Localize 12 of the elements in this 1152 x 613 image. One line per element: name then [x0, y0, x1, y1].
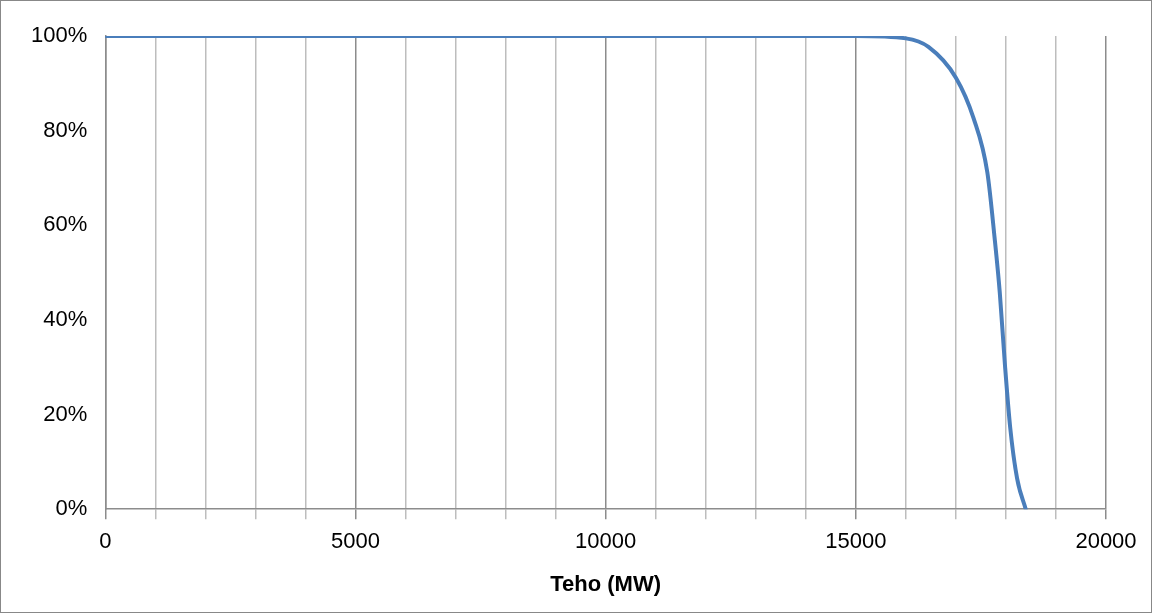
- y-tick-label: 20%: [43, 400, 88, 426]
- y-tick-label: 0%: [55, 495, 88, 521]
- y-tick-label: 40%: [43, 305, 88, 331]
- y-tick-label: 80%: [43, 116, 88, 142]
- y-tick-label: 100%: [30, 22, 88, 48]
- x-tick-label: 5000: [330, 528, 380, 554]
- x-axis-title: Teho (MW): [550, 570, 662, 596]
- x-tick-label: 15000: [825, 528, 887, 554]
- x-tick-label: 20000: [1075, 528, 1137, 554]
- x-tick-label: 0: [99, 528, 112, 554]
- y-tick-label: 60%: [43, 211, 88, 237]
- x-tick-label: 10000: [575, 528, 637, 554]
